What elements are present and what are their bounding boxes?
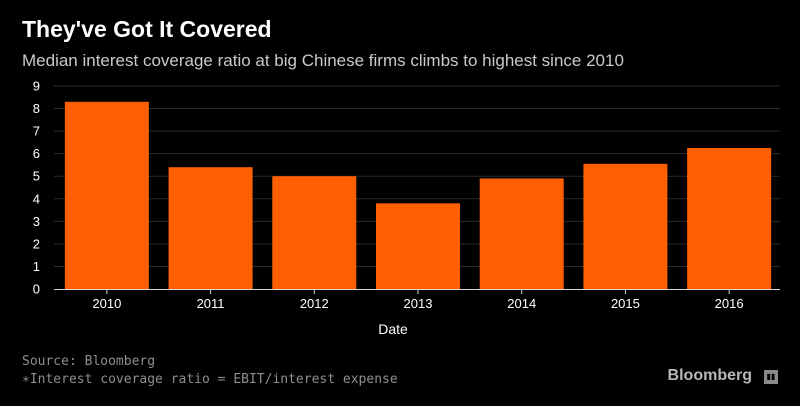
y-tick-label: 6 bbox=[33, 146, 40, 161]
x-tick-label: 2016 bbox=[715, 296, 744, 311]
bar-2015 bbox=[583, 163, 668, 289]
x-tick-label: 2011 bbox=[197, 296, 225, 311]
x-axis-title: Date bbox=[378, 321, 408, 337]
x-tick-label: 2010 bbox=[92, 296, 121, 311]
bloomberg-logo: Bloomberg bbox=[667, 367, 752, 384]
bar-2013 bbox=[376, 203, 460, 289]
axis-layer bbox=[54, 289, 780, 294]
x-tick-label: 2013 bbox=[404, 296, 433, 311]
x-tick-label: 2014 bbox=[507, 296, 536, 311]
y-tick-label: 2 bbox=[33, 236, 40, 251]
y-tick-label: 1 bbox=[33, 259, 40, 274]
y-tick-label: 4 bbox=[33, 191, 40, 206]
footnote: ∗Interest coverage ratio = EBIT/interest… bbox=[22, 372, 398, 387]
bloomberg-chart-icon: ▮▮ bbox=[764, 370, 778, 384]
y-tick-label: 0 bbox=[33, 282, 40, 297]
chart-subtitle: Median interest coverage ratio at big Ch… bbox=[22, 51, 624, 70]
label-layer: 0 1 2 3 4 5 6 7 8 9 2010 2011 2012 2013 2014 2015 2016 Da… bbox=[33, 79, 744, 338]
bar-2010 bbox=[64, 101, 149, 290]
x-tick-label: 2015 bbox=[611, 296, 640, 311]
bar-layer bbox=[64, 101, 772, 290]
chart-title: They've Got It Covered bbox=[22, 16, 272, 42]
bar-2014 bbox=[479, 178, 564, 289]
y-tick-label: 7 bbox=[33, 124, 40, 139]
bar-2016 bbox=[687, 148, 772, 289]
bar-2012 bbox=[272, 176, 357, 289]
source-note: Source: Bloomberg bbox=[22, 354, 156, 369]
y-tick-label: 8 bbox=[33, 101, 40, 116]
y-tick-label: 9 bbox=[33, 79, 40, 94]
y-tick-label: 5 bbox=[33, 169, 40, 184]
y-tick-label: 3 bbox=[33, 214, 40, 229]
bar-2011 bbox=[168, 167, 253, 289]
x-tick-label: 2012 bbox=[300, 296, 329, 311]
